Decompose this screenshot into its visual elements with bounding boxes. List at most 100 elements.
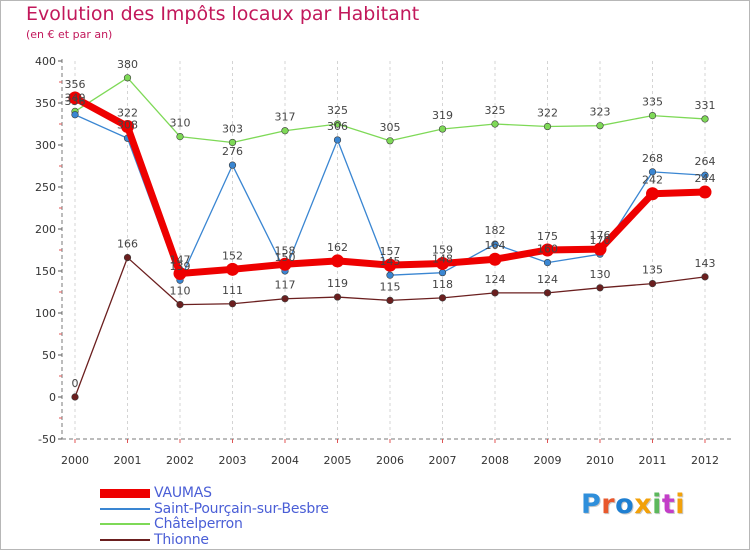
data-point xyxy=(333,293,342,301)
proxiti-logo: Proxiti xyxy=(581,489,686,520)
x-tick-label: 2011 xyxy=(639,454,667,467)
x-tick-label: 2003 xyxy=(219,454,247,467)
x-tick-label: 2007 xyxy=(429,454,457,467)
data-label: 145 xyxy=(380,255,401,268)
data-label: 170 xyxy=(590,234,611,247)
data-label: 182 xyxy=(485,224,506,237)
data-point xyxy=(386,137,394,145)
y-tick-label: 50 xyxy=(42,349,56,362)
x-tick-label: 2009 xyxy=(534,454,562,467)
legend-item: VAUMAS xyxy=(100,485,212,501)
data-label: 158 xyxy=(275,244,296,257)
data-label: 148 xyxy=(432,253,453,266)
data-label: 303 xyxy=(222,122,243,135)
y-tick-label: 0 xyxy=(49,391,56,404)
data-label: 160 xyxy=(537,243,558,256)
legend-label: Saint-Pourçain-sur-Besbre xyxy=(154,501,329,517)
data-point xyxy=(383,258,397,272)
y-tick-label: 100 xyxy=(35,307,56,320)
data-point xyxy=(71,393,79,401)
data-point xyxy=(701,115,709,123)
data-point xyxy=(331,254,344,268)
data-point xyxy=(698,185,712,199)
data-point xyxy=(228,161,237,169)
chart-subtitle: (en € et par an) xyxy=(26,28,113,41)
data-label: 317 xyxy=(275,111,296,124)
data-point xyxy=(386,271,394,279)
data-point xyxy=(278,257,292,271)
data-label: 323 xyxy=(590,106,611,119)
data-point xyxy=(648,111,657,120)
data-label: 152 xyxy=(222,249,243,262)
data-label: 117 xyxy=(275,279,296,292)
data-point xyxy=(543,259,552,267)
x-tick-label: 2001 xyxy=(114,454,142,467)
data-point xyxy=(543,122,552,131)
data-point xyxy=(121,120,134,134)
x-tick-label: 2006 xyxy=(376,454,404,467)
data-label: 139 xyxy=(170,260,191,273)
legend-swatch xyxy=(100,539,150,541)
data-point xyxy=(491,120,499,128)
data-label: 118 xyxy=(432,278,453,291)
data-label: 319 xyxy=(432,109,453,122)
data-label: 322 xyxy=(537,107,558,120)
x-tick-label: 2008 xyxy=(481,454,509,467)
y-tick-label: -50 xyxy=(38,433,56,446)
x-tick-label: 2002 xyxy=(166,454,194,467)
data-point xyxy=(123,74,132,82)
x-tick-label: 2000 xyxy=(61,454,89,467)
legend-swatch xyxy=(100,508,150,510)
data-label: 110 xyxy=(170,285,191,298)
data-label: 276 xyxy=(222,145,243,158)
data-label: 244 xyxy=(695,172,716,185)
data-label: 175 xyxy=(537,230,558,243)
data-label: 336 xyxy=(65,95,86,108)
data-point xyxy=(543,289,552,297)
legend-label: Châtelperron xyxy=(154,516,243,532)
x-tick-label: 2010 xyxy=(586,454,614,467)
data-label: 0 xyxy=(72,377,79,390)
data-label: 331 xyxy=(695,99,716,112)
data-label: 340 xyxy=(65,91,86,104)
data-point xyxy=(281,127,289,135)
y-tick-label: 200 xyxy=(35,223,56,236)
data-point xyxy=(68,91,82,105)
data-label: 325 xyxy=(485,104,506,117)
data-point xyxy=(593,242,607,256)
data-label: 164 xyxy=(485,239,506,252)
data-label: 380 xyxy=(117,58,138,71)
data-label: 325 xyxy=(327,104,348,117)
data-label: 264 xyxy=(695,155,716,168)
data-label: 135 xyxy=(642,264,663,277)
data-point xyxy=(333,120,342,128)
data-point xyxy=(491,289,499,297)
data-point xyxy=(648,280,657,288)
data-label: 308 xyxy=(117,118,138,131)
x-tick-label: 2005 xyxy=(324,454,352,467)
x-tick-label: 2004 xyxy=(271,454,299,467)
y-tick-label: 400 xyxy=(35,55,56,68)
data-label: 157 xyxy=(380,245,401,258)
legend-swatch xyxy=(100,488,150,498)
data-point xyxy=(228,300,237,308)
chart-title: Evolution des Impôts locaux par Habitant xyxy=(26,3,420,25)
data-point xyxy=(491,240,499,248)
legend-label: VAUMAS xyxy=(154,485,212,501)
data-label: 143 xyxy=(695,257,716,270)
data-point xyxy=(438,294,447,302)
data-point xyxy=(596,284,604,292)
legend-label: Thionne xyxy=(154,532,209,548)
data-label: 147 xyxy=(170,254,191,267)
legend-item: Châtelperron xyxy=(100,516,243,532)
data-label: 242 xyxy=(642,174,663,187)
data-label: 124 xyxy=(537,273,558,286)
y-tick-label: 300 xyxy=(35,139,56,152)
data-point xyxy=(176,133,184,141)
data-point xyxy=(173,267,187,281)
data-label: 322 xyxy=(117,107,138,120)
data-point xyxy=(281,295,289,303)
data-label: 115 xyxy=(380,280,401,293)
data-label: 176 xyxy=(590,229,611,242)
